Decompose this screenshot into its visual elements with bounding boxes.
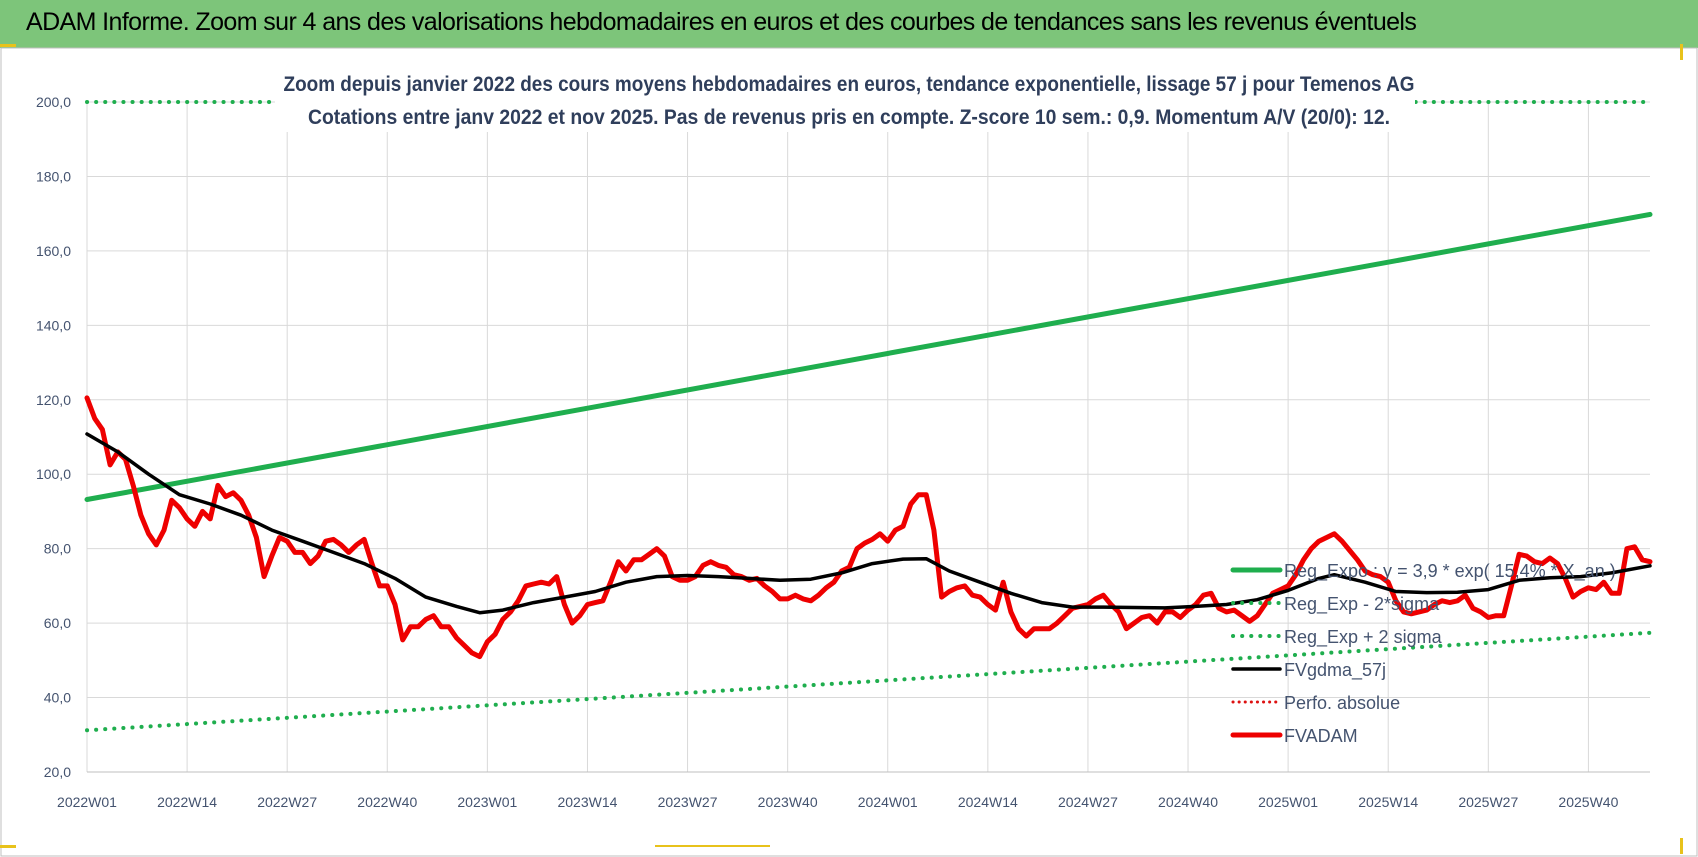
frame-corner-top-right [1680, 44, 1683, 60]
x-tick-label: 2022W27 [257, 794, 317, 810]
legend-label-fvgdma: FVgdma_57j [1284, 660, 1386, 681]
x-tick-label: 2023W40 [758, 794, 818, 810]
x-tick-label: 2023W14 [557, 794, 617, 810]
frame-mark-bottom [655, 845, 770, 847]
chart-title-background [275, 66, 1415, 132]
x-tick-label: 2022W40 [357, 794, 417, 810]
x-tick-label: 2023W27 [658, 794, 718, 810]
x-tick-label: 2025W27 [1458, 794, 1518, 810]
frame-corner-bottom-right [1680, 838, 1683, 854]
x-tick-label: 2022W14 [157, 794, 217, 810]
x-tick-label: 2024W27 [1058, 794, 1118, 810]
legend: Reg_Expo : y = 3,9 * exp( 15,4% * X_an )… [1230, 561, 1616, 746]
chart-title: Zoom depuis janvier 2022 des cours moyen… [275, 66, 1415, 132]
legend-label-reg_plus: Reg_Exp + 2 sigma [1284, 627, 1443, 648]
page-title: ADAM Informe. Zoom sur 4 ans des valoris… [26, 8, 1417, 36]
legend-label-reg_minus: Reg_Exp - 2*sigma [1284, 594, 1440, 615]
chart-title-line-1: Zoom depuis janvier 2022 des cours moyen… [284, 73, 1415, 96]
y-tick-label: 100,0 [36, 466, 71, 482]
y-tick-label: 140,0 [36, 317, 71, 333]
chart-title-line-2: Cotations entre janv 2022 et nov 2025. P… [308, 106, 1390, 129]
y-axis: 20,0 40,0 60,0 80,0 100,0 120,0 140,0 160,0 180,… [36, 94, 71, 780]
x-axis: 2022W01 2022W14 2022W27 2022W40 2023W01 2023W… [57, 794, 1619, 810]
x-tick-label: 2025W14 [1358, 794, 1418, 810]
x-tick-label: 2022W01 [57, 794, 117, 810]
y-tick-label: 180,0 [36, 168, 71, 184]
x-tick-label: 2025W01 [1258, 794, 1318, 810]
y-tick-label: 80,0 [44, 541, 71, 557]
x-tick-label: 2024W40 [1158, 794, 1218, 810]
y-tick-label: 160,0 [36, 243, 71, 259]
series-line-reg_minus [85, 630, 1652, 733]
y-tick-label: 200,0 [36, 94, 71, 110]
legend-label-perfo: Perfo. absolue [1284, 693, 1400, 713]
x-tick-label: 2025W40 [1558, 794, 1618, 810]
x-tick-label: 2023W01 [457, 794, 517, 810]
header-banner: ADAM Informe. Zoom sur 4 ans des valoris… [0, 0, 1698, 48]
chart-grid [86, 101, 1650, 773]
series-line-fvadam [84, 395, 1653, 660]
y-tick-label: 60,0 [44, 615, 71, 631]
y-tick-label: 20,0 [44, 764, 71, 780]
x-tick-label: 2024W14 [958, 794, 1018, 810]
y-tick-label: 40,0 [44, 690, 71, 706]
y-tick-label: 120,0 [36, 392, 71, 408]
chart-frame [0, 47, 1698, 857]
frame-corner-bottom-left [0, 845, 16, 848]
x-tick-label: 2024W01 [858, 794, 918, 810]
legend-label-reg_exp: Reg_Expo : y = 3,9 * exp( 15,4% * X_an ) [1284, 561, 1616, 582]
frame-corner-top-left [0, 44, 16, 47]
legend-label-fvadam: FVADAM [1284, 726, 1358, 746]
series-line-fvgdma [85, 432, 1652, 615]
series-line-reg_exp [84, 211, 1653, 502]
